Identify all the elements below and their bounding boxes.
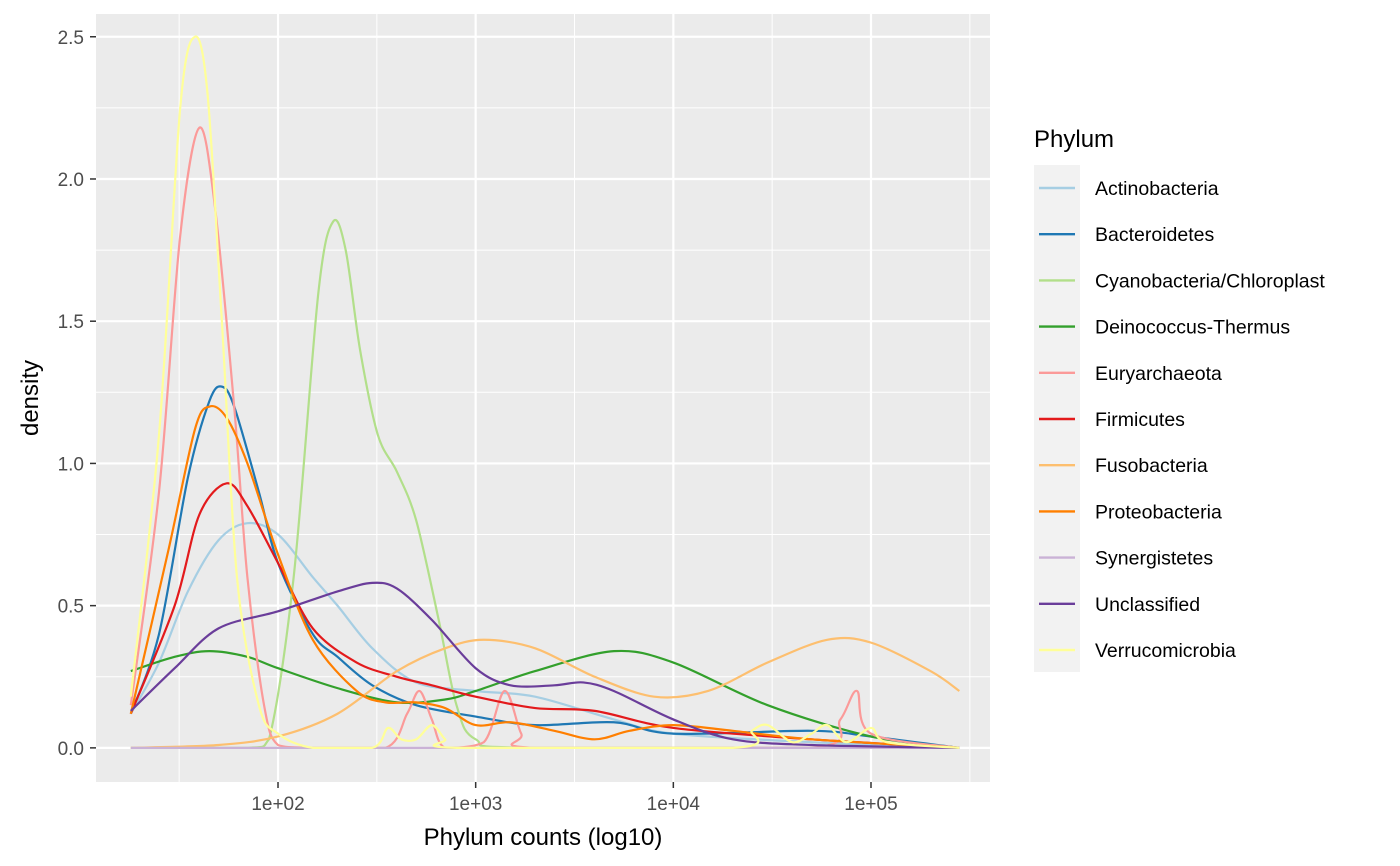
y-tick-labels: 0.0 0.5 1.0 1.5 2.0 2.5 (58, 28, 84, 760)
x-tick-labels: 1e+02 1e+03 1e+04 1e+05 (251, 794, 897, 815)
series-line-firmicutes (129, 482, 960, 749)
x-tick-label: 1e+02 (251, 794, 304, 815)
legend-label-actinobacteria: Actinobacteria (1095, 178, 1219, 200)
legend-label-unclassified: Unclassified (1095, 594, 1200, 616)
legend-label-euryarchaeota: Euryarchaeota (1095, 363, 1222, 385)
y-tick-label: 2.0 (58, 170, 84, 191)
legend-label-deinococcus-thermus: Deinococcus-Thermus (1095, 317, 1290, 339)
y-tick-label: 1.0 (58, 454, 84, 475)
y-tick-label: 1.5 (58, 312, 84, 333)
y-tick-label: 2.5 (58, 28, 84, 49)
legend: Phylum Actinobacteria Bacteroidetes Cyanob… (1034, 126, 1325, 672)
series-line-proteobacteria (129, 405, 960, 749)
x-tick-label: 1e+03 (449, 794, 502, 815)
panel-background (96, 14, 990, 782)
series-line-deinococcus-thermus (130, 649, 960, 749)
x-axis-title: Phylum counts (log10) (424, 824, 663, 851)
y-axis-title: density (17, 360, 44, 436)
legend-label-synergistetes: Synergistetes (1095, 548, 1213, 570)
series-line-verrucomicrobia (129, 35, 960, 749)
y-tick-label: 0.5 (58, 597, 84, 618)
legend-label-cyanobacteria-chloroplast: Cyanobacteria/Chloroplast (1095, 270, 1325, 292)
legend-items: Actinobacteria Bacteroidetes Cyanobacteria… (1039, 178, 1325, 662)
y-tick-label: 0.0 (58, 739, 84, 760)
legend-label-proteobacteria: Proteobacteria (1095, 501, 1222, 523)
series-line-fusobacteria (130, 636, 961, 749)
axis-ticks (90, 36, 872, 788)
legend-title: Phylum (1034, 126, 1114, 153)
series-line-bacteroidetes (129, 385, 960, 749)
legend-label-fusobacteria: Fusobacteria (1095, 455, 1208, 477)
grid-minor (96, 14, 990, 782)
x-tick-label: 1e+05 (844, 794, 897, 815)
legend-label-bacteroidetes: Bacteroidetes (1095, 224, 1214, 246)
legend-label-firmicutes: Firmicutes (1095, 409, 1185, 431)
series-line-unclassified (130, 581, 960, 749)
series-lines (129, 35, 961, 749)
x-tick-label: 1e+04 (647, 794, 701, 815)
legend-label-verrucomicrobia: Verrucomicrobia (1095, 640, 1236, 662)
